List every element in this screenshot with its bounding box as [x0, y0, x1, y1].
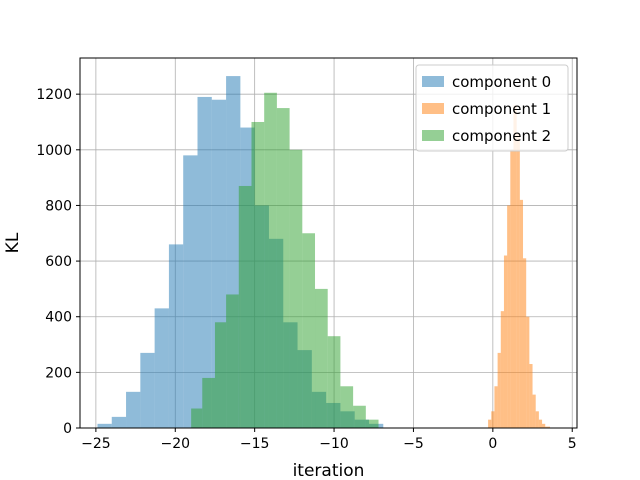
histogram-bar: [513, 105, 517, 428]
histogram-bar: [535, 411, 539, 428]
series-1-bars: [488, 105, 551, 428]
histogram-bar: [510, 149, 514, 428]
histogram-bar: [226, 294, 239, 428]
y-tick-label: 1000: [36, 143, 72, 159]
legend: component 0 component 1 component 2: [415, 64, 569, 152]
histogram-bar: [532, 394, 536, 428]
histogram-bar: [519, 199, 524, 428]
histogram-bar: [214, 322, 227, 428]
x-tick-label: −5: [403, 436, 424, 452]
histogram-bar: [197, 96, 212, 429]
histogram-bar: [523, 258, 527, 428]
legend-label: component 0: [452, 73, 551, 91]
histogram-bar: [497, 352, 501, 428]
plot-frame: [79, 57, 578, 429]
histogram-bars: [97, 76, 551, 429]
histogram-bar: [353, 405, 366, 428]
y-tick-label: 0: [63, 421, 72, 437]
histogram-bar: [289, 149, 303, 428]
histogram-bar: [542, 423, 546, 428]
histogram-bar: [327, 336, 341, 428]
histogram-bar: [494, 386, 498, 428]
legend-label: component 1: [452, 100, 551, 118]
legend-box: [415, 64, 569, 152]
histogram-bar: [111, 416, 127, 428]
x-tick-label: −20: [160, 436, 190, 452]
y-tick-label: 600: [45, 254, 72, 270]
histogram-bar: [526, 316, 530, 428]
legend-swatch: [422, 103, 444, 114]
x-tick-label: 0: [488, 436, 497, 452]
histogram-bar: [168, 244, 184, 428]
y-tick-label: 400: [45, 310, 72, 326]
histogram-bar: [491, 411, 495, 428]
legend-label: component 2: [452, 127, 551, 145]
histogram-bar: [191, 408, 203, 428]
histogram-bar: [488, 419, 492, 428]
histogram-bar: [264, 92, 277, 428]
x-axis-label: iteration: [293, 461, 365, 480]
histogram-bar: [97, 423, 112, 428]
histogram-bar: [503, 255, 508, 428]
histogram-bar: [238, 185, 252, 428]
x-tick-label: −15: [240, 436, 270, 452]
histogram-bar: [365, 419, 379, 428]
histogram-bar: [126, 391, 141, 428]
y-tick-label: 200: [45, 365, 72, 381]
histogram-bar: [529, 364, 533, 428]
axis-ticks: −25 −20 −15 −10 −5 0 5 0 200 400 600 800 1000 1200: [36, 87, 576, 452]
histogram-bar: [154, 308, 169, 428]
histogram-bar: [507, 205, 511, 428]
histogram-bar: [202, 377, 215, 428]
legend-swatch: [422, 76, 444, 87]
histogram-bar: [183, 155, 198, 429]
x-tick-label: −10: [319, 436, 349, 452]
histogram-bar: [302, 233, 316, 428]
y-tick-label: 1200: [36, 87, 72, 103]
series-2-bars: [191, 92, 379, 429]
histogram-bar: [276, 108, 290, 428]
y-axis-label: KL: [3, 232, 23, 253]
histogram-bar: [516, 133, 520, 428]
y-tick-label: 800: [45, 198, 72, 214]
histogram-bar: [500, 311, 504, 428]
x-tick-label: 5: [568, 436, 577, 452]
histogram-bar: [140, 352, 155, 428]
histogram-bar: [251, 121, 265, 429]
histogram-bar: [315, 288, 328, 428]
legend-swatch: [422, 130, 444, 141]
histogram-bar: [340, 386, 354, 428]
histogram-bar: [538, 419, 543, 428]
histogram-bar: [545, 426, 551, 428]
x-tick-label: −25: [81, 436, 111, 452]
